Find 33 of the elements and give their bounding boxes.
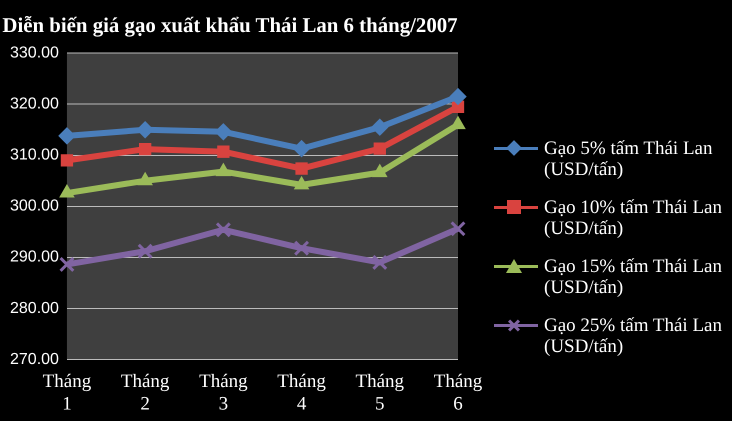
point bbox=[371, 118, 388, 136]
point bbox=[294, 240, 310, 256]
y-tick-label: 300.00 bbox=[10, 198, 60, 215]
legend-label: Gạo 10% tấm Thái Lan (USD/tấn) bbox=[544, 197, 722, 239]
y-tick-label: 270.00 bbox=[10, 350, 60, 368]
point bbox=[450, 220, 466, 237]
point bbox=[58, 127, 76, 144]
point bbox=[217, 146, 230, 158]
point bbox=[138, 142, 152, 156]
y-tick-label: 280.00 bbox=[10, 300, 60, 317]
point bbox=[137, 243, 154, 260]
x-tick-label: Tháng 4 bbox=[277, 370, 326, 415]
x-tick-label: Tháng 6 bbox=[434, 370, 483, 415]
point bbox=[374, 142, 386, 155]
point bbox=[293, 140, 310, 158]
x-tick-label: Tháng 3 bbox=[199, 370, 248, 415]
chart-title: Diễn biến giá gạo xuất khẩu Thái Lan 6 tháng/2007 bbox=[2, 12, 458, 38]
x-tick-label: Tháng 5 bbox=[356, 370, 405, 415]
point bbox=[59, 256, 75, 272]
point bbox=[450, 88, 466, 106]
point bbox=[295, 162, 308, 175]
legend-label: Gạo 15% tấm Thái Lan (USD/tấn) bbox=[544, 256, 722, 298]
y-tick-label: 330.00 bbox=[10, 44, 60, 62]
y-tick-label: 290.00 bbox=[10, 248, 60, 266]
x-tick-label: Tháng 1 bbox=[42, 370, 92, 415]
point bbox=[60, 154, 74, 167]
legend-label: Gạo 25% tấm Thái Lan (USD/tấn) bbox=[544, 315, 722, 357]
x-tick-label: Tháng 2 bbox=[120, 370, 170, 415]
y-tick-label: 320.00 bbox=[10, 96, 60, 113]
legend-label: Gạo 5% tấm Thái Lan (USD/tấn) bbox=[544, 138, 712, 180]
point bbox=[372, 254, 388, 270]
point bbox=[216, 222, 232, 238]
y-tick-label: 310.00 bbox=[10, 146, 60, 164]
